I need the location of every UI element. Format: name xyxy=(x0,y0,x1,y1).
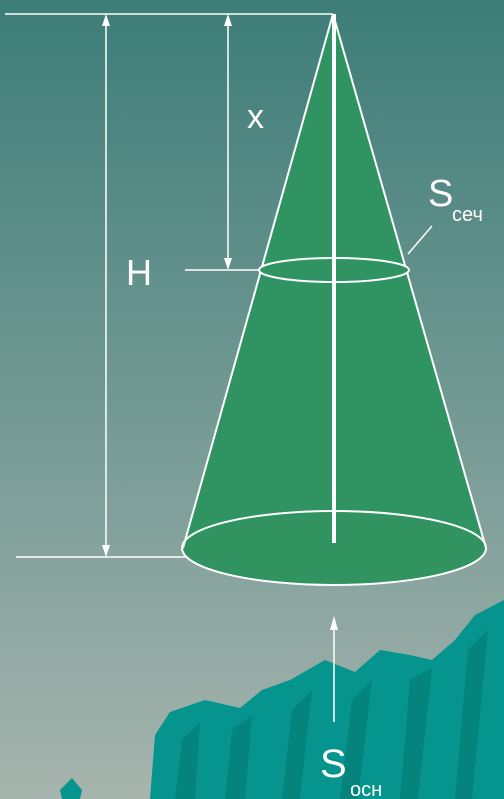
label-x: x xyxy=(247,98,264,136)
x-arrow xyxy=(224,14,232,270)
base-pointer-arrow xyxy=(330,616,338,722)
cone-edge-right xyxy=(332,13,487,549)
height-arrow xyxy=(102,14,110,557)
label-base-area: S xyxy=(320,742,347,786)
section-pointer-line xyxy=(407,225,433,255)
label-h: H xyxy=(126,252,152,293)
label-section-subscript: сеч xyxy=(452,204,483,226)
label-base-subscript: осн xyxy=(350,779,382,799)
rock-decoration xyxy=(60,600,504,799)
cone-edge-left xyxy=(182,13,334,549)
label-section-area: S xyxy=(428,173,453,215)
